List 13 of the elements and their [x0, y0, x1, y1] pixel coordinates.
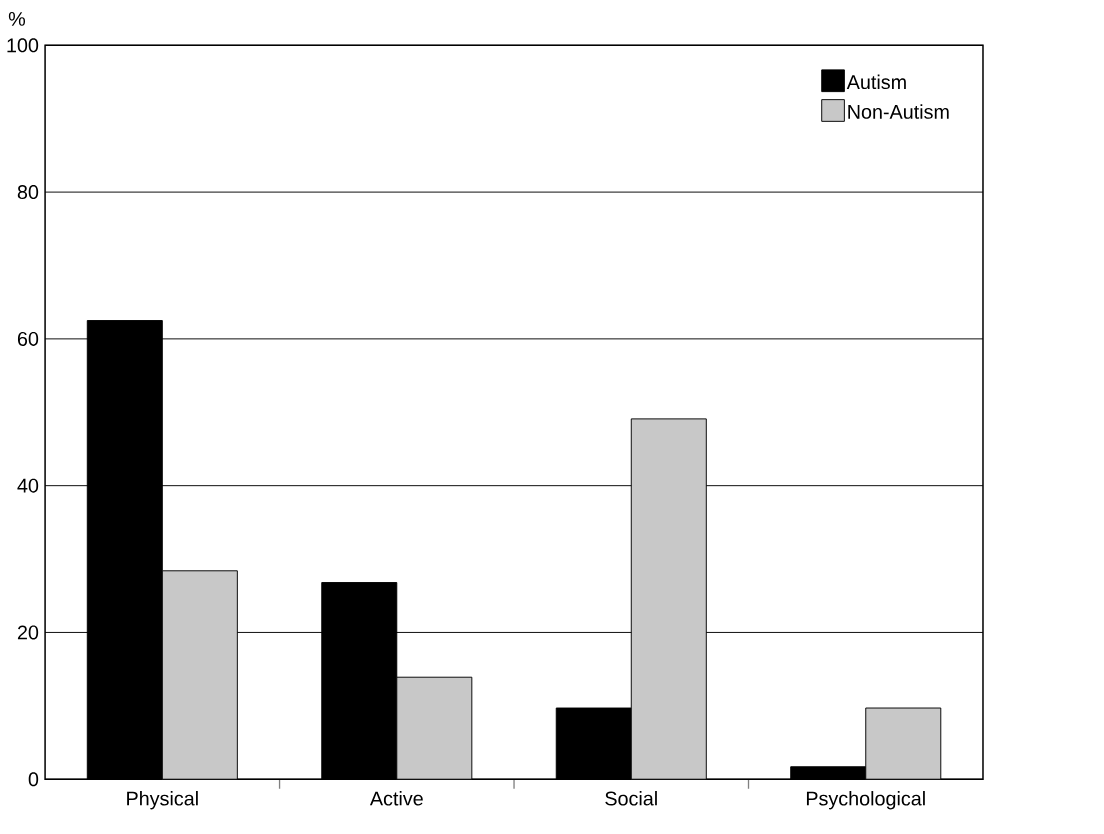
y-tick-label: 40: [17, 478, 39, 493]
legend-label: Autism: [846, 74, 906, 90]
y-tick-label: 20: [17, 625, 39, 640]
y-tick-label: 0: [28, 772, 39, 787]
x-tick-label: Social: [605, 791, 657, 806]
x-tick-label: Active: [369, 791, 423, 806]
y-axis-title: %: [8, 12, 26, 26]
y-tick-label: 60: [17, 331, 39, 346]
legend-label: Non-Autism: [848, 104, 949, 119]
y-tick-label: 100: [7, 38, 39, 53]
x-tick-label: Psychological: [806, 791, 925, 810]
x-tick-label: Physical: [127, 791, 198, 810]
y-tick-label: 80: [17, 185, 39, 200]
